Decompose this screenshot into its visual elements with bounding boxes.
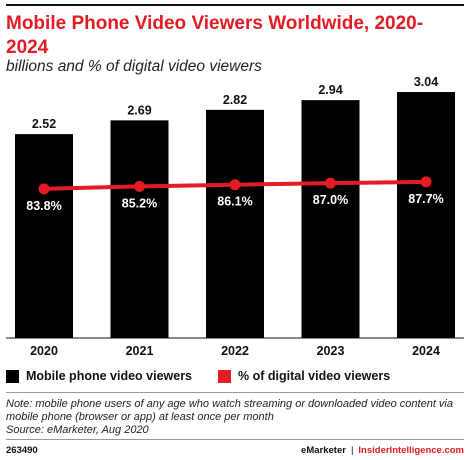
top-rule (6, 4, 464, 6)
x-tick-label-2020: 2020 (30, 344, 58, 358)
chart-subtitle: billions and % of digital video viewers (6, 58, 262, 75)
line-point-2020 (38, 183, 50, 195)
bar-2021 (110, 120, 169, 338)
source-text: Source: eMarketer, Aug 2020 (6, 424, 149, 436)
legend-swatch-percent (218, 369, 232, 383)
bar-2022 (206, 109, 264, 338)
bar-value-label-2023: 2.94 (318, 83, 342, 97)
line-value-label-2021: 85.2% (122, 196, 157, 210)
bar-value-label-2021: 2.69 (127, 103, 151, 117)
note-text: Note: mobile phone users of any age who … (6, 398, 453, 423)
x-tick-label-2022: 2022 (221, 344, 249, 358)
x-tick-label-2023: 2023 (317, 344, 345, 358)
line-value-label-2022: 86.1% (217, 195, 252, 209)
line-value-label-2024: 87.7% (408, 192, 443, 206)
bar-value-label-2022: 2.82 (223, 93, 247, 107)
line-value-label-2023: 87.0% (313, 193, 348, 207)
legend-item-percent: % of digital video viewers (218, 369, 390, 383)
legend-label-percent: % of digital video viewers (238, 369, 391, 383)
brand-insider-intelligence: InsiderIntelligence.com (358, 445, 464, 456)
divider-bottom (6, 439, 464, 440)
divider-top (6, 392, 464, 393)
line-point-2021 (134, 180, 145, 192)
chart-id: 263490 (6, 445, 38, 456)
legend: Mobile phone video viewers % of digital … (6, 367, 416, 385)
bar-2024 (397, 92, 455, 338)
bar-2023 (301, 100, 360, 338)
bar-2020 (15, 134, 73, 338)
line-point-2022 (229, 179, 241, 191)
legend-swatch-viewers (6, 369, 19, 383)
line-value-label-2020: 83.8% (26, 199, 61, 213)
x-tick-label-2021: 2021 (126, 344, 154, 358)
chart-area: 2.52 2020 2.69 2021 2.82 2022 2.94 2023 3.04 2024… (6, 75, 464, 358)
footer-brand: eMarketer | InsiderIntelligence.com (301, 445, 464, 456)
bar-value-label-2020: 2.52 (32, 117, 56, 131)
chart-title: Mobile Phone Video Viewers Worldwide, 20… (6, 13, 424, 58)
x-tick-label-2024: 2024 (412, 344, 440, 358)
chart-note: Note: mobile phone users of any age who … (6, 398, 464, 437)
brand-separator: | (350, 445, 354, 456)
line-point-2023 (325, 177, 336, 189)
legend-label-viewers: Mobile phone video viewers (26, 369, 193, 383)
brand-emarketer: eMarketer (301, 445, 346, 456)
line-point-2024 (420, 176, 432, 188)
legend-item-viewers: Mobile phone video viewers (6, 369, 192, 383)
bar-value-label-2024: 3.04 (414, 75, 438, 89)
